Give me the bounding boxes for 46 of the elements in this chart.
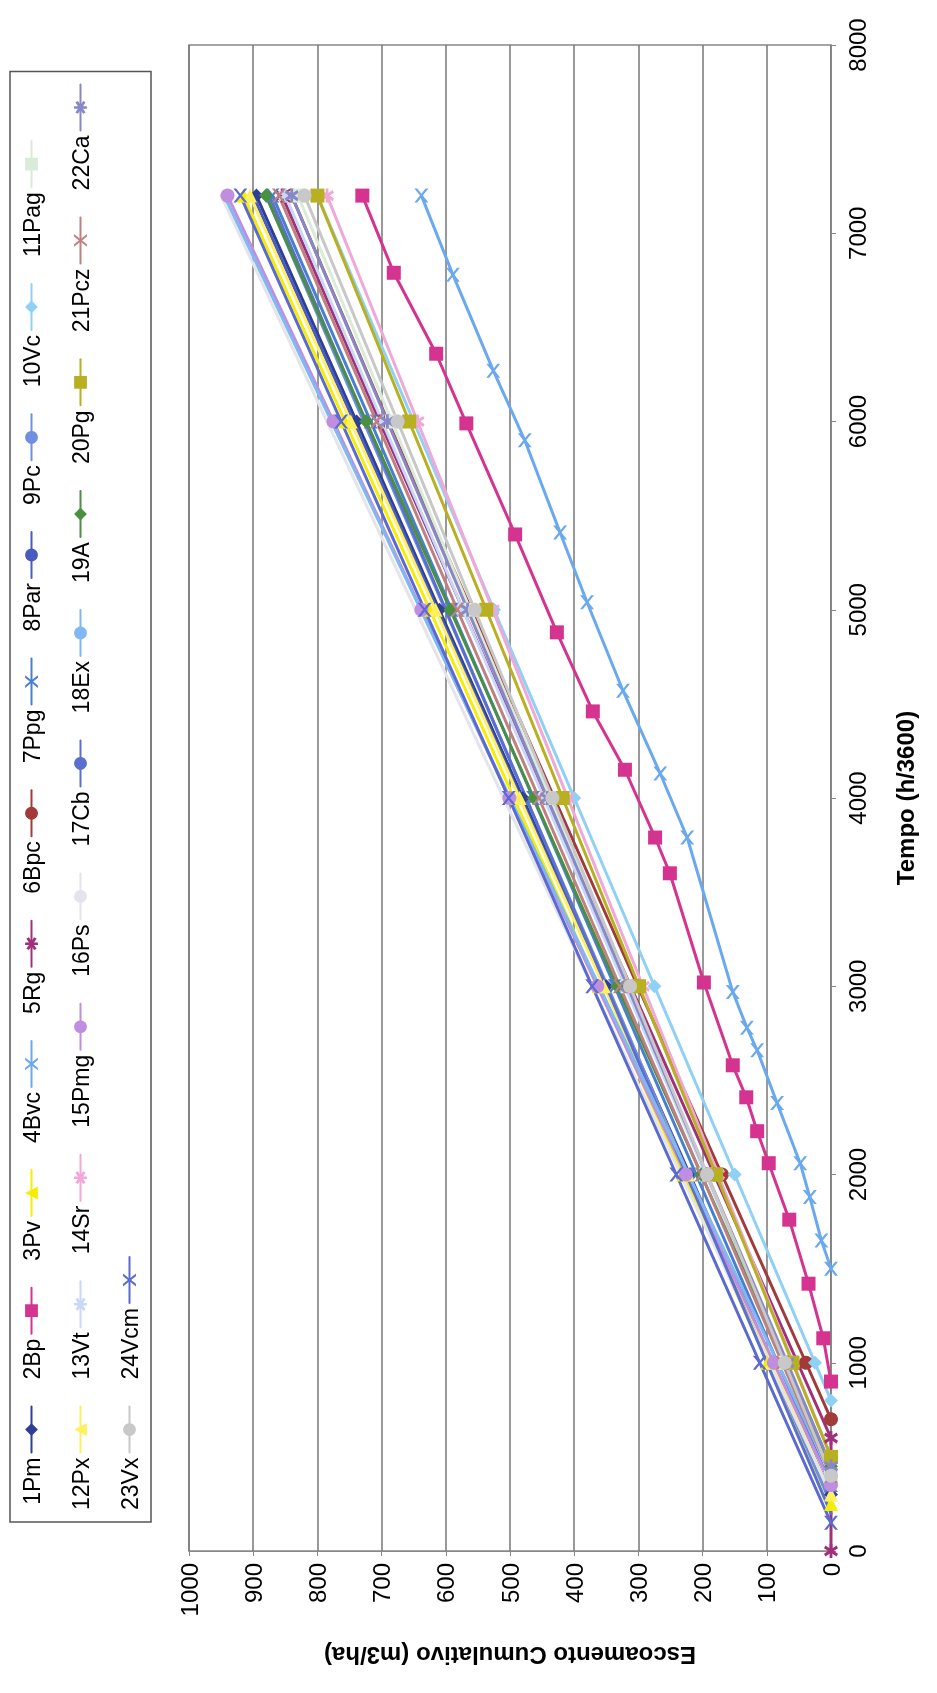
legend-label: 13Vt	[67, 1331, 94, 1380]
legend-label: 19A	[67, 541, 94, 583]
legend-label: 24Vcm	[116, 1307, 143, 1380]
legend-label: 7Ppg	[18, 709, 45, 764]
x-tick-label: 900	[239, 1563, 267, 1604]
legend-label: 14Sr	[67, 1205, 94, 1255]
legend-label: 11Pag	[18, 192, 45, 257]
legend-label: 12Px	[67, 1457, 94, 1511]
legend-label: 20Pg	[67, 410, 94, 465]
x-tick-label: 600	[432, 1563, 460, 1604]
y-tick-label: 0	[843, 1544, 871, 1558]
legend-label: 9Pc	[18, 465, 45, 505]
legend-label: 23Vx	[116, 1457, 143, 1511]
legend-label: 15Pmg	[67, 1054, 94, 1128]
legend-label: 16Ps	[67, 924, 94, 977]
y-tick-label: 2000	[843, 1147, 871, 1202]
y-tick-label: 7000	[843, 206, 871, 260]
legend-label: 10Vc	[18, 334, 45, 388]
legend-label: 21Pcz	[67, 268, 94, 333]
legend-label: 18Ex	[67, 660, 94, 714]
legend-label: 6Bpc	[18, 841, 45, 894]
x-axis-title: Escoamento Cumulativo (m3/ha)	[323, 1641, 697, 1669]
x-tick-label: 400	[560, 1563, 588, 1604]
y-axis-title: Tempo (h/3600)	[891, 710, 919, 886]
y-tick-label: 6000	[843, 394, 871, 449]
legend-label: 8Par	[18, 582, 45, 632]
legend-label: 5Rg	[18, 971, 45, 1014]
legend-label: 4Bvc	[18, 1091, 45, 1144]
legend-label: 1Pm	[18, 1457, 45, 1505]
y-tick-label: 1000	[843, 1336, 871, 1390]
x-tick-label: 500	[496, 1563, 524, 1604]
x-tick-label: 0	[817, 1563, 845, 1577]
x-tick-label: 100	[753, 1563, 781, 1604]
x-tick-label: 200	[689, 1563, 717, 1604]
legend-label: 22Ca	[67, 135, 94, 191]
x-tick-label: 800	[303, 1563, 331, 1604]
y-tick-label: 8000	[843, 18, 871, 72]
legend-label: 17Cb	[67, 791, 94, 847]
y-tick-label: 5000	[843, 583, 871, 637]
y-tick-label: 4000	[843, 771, 871, 825]
x-tick-label: 700	[368, 1563, 396, 1604]
legend-label: 2Bp	[18, 1338, 45, 1380]
x-tick-label: 300	[624, 1563, 652, 1604]
x-tick-label: 1000	[175, 1563, 203, 1617]
y-tick-label: 3000	[843, 959, 871, 1013]
legend-label: 3Pv	[18, 1220, 45, 1261]
